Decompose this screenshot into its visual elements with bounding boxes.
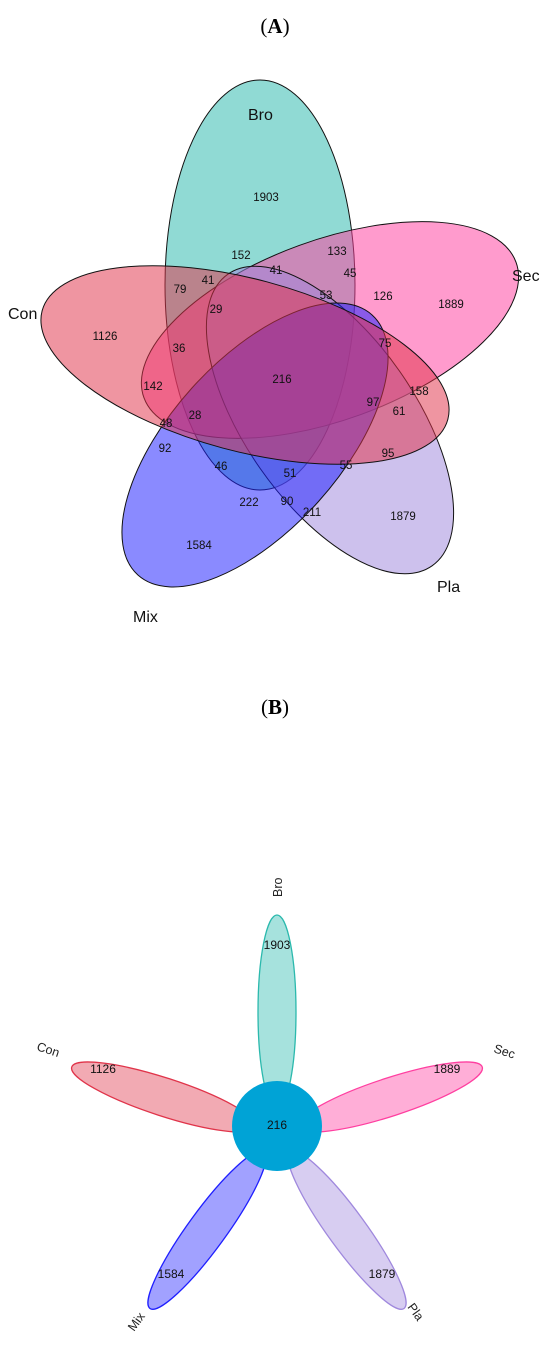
venn-count: 41 bbox=[270, 265, 283, 277]
flower-label-sec: Sec bbox=[492, 1042, 517, 1062]
flower-petal-count-pla: 1879 bbox=[369, 1267, 396, 1281]
venn-count: 126 bbox=[373, 291, 392, 303]
venn-label-con: Con bbox=[8, 306, 37, 323]
flower-petal-count-con: 1126 bbox=[90, 1062, 116, 1076]
venn-count: 45 bbox=[344, 268, 357, 280]
venn-count: 211 bbox=[303, 507, 321, 519]
venn-ellipses bbox=[40, 79, 520, 588]
venn-count: 216 bbox=[272, 374, 291, 386]
venn-label-bro: Bro bbox=[248, 107, 273, 124]
venn-count: 1903 bbox=[253, 192, 279, 204]
venn-count: 51 bbox=[284, 468, 297, 480]
flower-label-bro: Bro bbox=[271, 878, 285, 898]
venn-count: 36 bbox=[173, 343, 186, 355]
venn-label-mix: Mix bbox=[133, 609, 158, 626]
venn-count: 28 bbox=[189, 410, 202, 422]
venn-count: 158 bbox=[409, 386, 428, 398]
venn-count: 55 bbox=[340, 460, 353, 472]
venn-count: 48 bbox=[160, 418, 173, 430]
flower-petal-pla bbox=[287, 1150, 407, 1310]
venn-count: 75 bbox=[379, 338, 392, 350]
flower-diagram: 216 1903 1889 1879 1584 1126 Bro Sec Pla… bbox=[35, 878, 517, 1334]
flower-label-pla: Pla bbox=[405, 1301, 427, 1324]
venn-label-pla: Pla bbox=[437, 579, 460, 596]
flower-petal-count-bro: 1903 bbox=[264, 938, 291, 952]
flower-core bbox=[232, 1081, 322, 1171]
venn-count: 95 bbox=[382, 448, 395, 460]
venn-count: 1584 bbox=[186, 540, 212, 552]
venn-count: 222 bbox=[239, 497, 258, 509]
venn-ellipse-con bbox=[40, 265, 450, 465]
venn-count: 1889 bbox=[438, 299, 464, 311]
venn-counts: 1903 152 133 41 45 79 41 53 126 1889 29 … bbox=[93, 192, 464, 552]
flower-label-mix: Mix bbox=[125, 1309, 148, 1334]
flower-petals bbox=[70, 914, 484, 1310]
venn-count: 41 bbox=[202, 275, 215, 287]
flower-petal-count-sec: 1889 bbox=[434, 1062, 461, 1076]
venn-count: 92 bbox=[159, 443, 172, 455]
venn-count: 61 bbox=[393, 406, 406, 418]
venn-diagram: Bro Sec Pla Mix Con 1903 152 133 41 45 7… bbox=[8, 79, 540, 626]
flower-petal-count-mix: 1584 bbox=[158, 1267, 185, 1281]
venn-count: 53 bbox=[320, 290, 333, 302]
venn-count: 79 bbox=[174, 284, 187, 296]
venn-count: 29 bbox=[210, 304, 223, 316]
venn-count: 46 bbox=[215, 461, 228, 473]
venn-count: 1879 bbox=[390, 511, 416, 523]
flower-core-count: 216 bbox=[267, 1118, 287, 1132]
venn-count: 1126 bbox=[93, 331, 118, 343]
venn-count: 152 bbox=[231, 250, 250, 262]
venn-count: 97 bbox=[367, 397, 380, 409]
venn-count: 133 bbox=[327, 246, 346, 258]
flower-petal-mix bbox=[147, 1150, 267, 1310]
panel-a-title: (A) bbox=[260, 14, 290, 38]
venn-count: 90 bbox=[281, 496, 294, 508]
venn-label-sec: Sec bbox=[512, 268, 540, 285]
panel-b-title: (B) bbox=[260, 695, 289, 719]
venn-count: 142 bbox=[143, 381, 162, 393]
flower-label-con: Con bbox=[35, 1040, 61, 1060]
